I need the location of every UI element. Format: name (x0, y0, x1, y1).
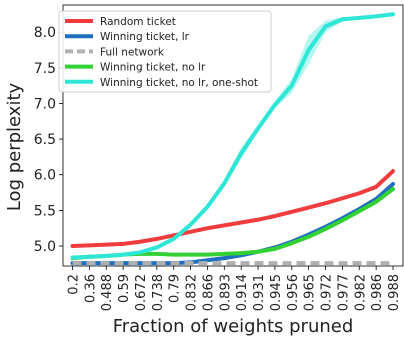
x-tick-label: 0.866 (201, 274, 216, 311)
x-tick-label: 0.965 (303, 274, 318, 311)
legend-label: Full network (100, 46, 165, 58)
y-tick-label: 8.0 (34, 25, 56, 41)
x-tick-label: 0.914 (235, 274, 250, 311)
x-axis-label: Fraction of weights pruned (113, 316, 354, 337)
x-tick-label: 0.36 (83, 274, 98, 303)
x-tick-label: 0.931 (252, 274, 267, 311)
x-tick-label: 0.977 (336, 274, 351, 311)
y-tick-label: 6.5 (34, 132, 56, 148)
x-tick-label: 0.738 (151, 274, 166, 311)
x-tick-label: 0.672 (134, 274, 149, 311)
y-axis-label: Log perplexity (4, 82, 25, 211)
series-band-random-ticket (72, 168, 393, 247)
x-axis-ticks: 0.2 0.36 0.488 0.59 0.672 0.738 0.79 0.832 0.866… (67, 266, 402, 311)
legend-label: Random ticket (100, 16, 176, 28)
x-tick-label: 0.945 (269, 274, 284, 311)
y-axis-ticks: 5.0 5.5 6.0 6.5 7.0 7.5 8.0 (34, 25, 63, 255)
y-tick-label: 5.0 (34, 239, 56, 255)
series-line-random-ticket (70, 169, 395, 249)
series-lines (70, 12, 395, 266)
x-tick-label: 0.893 (218, 274, 233, 311)
x-tick-label: 0.972 (320, 274, 335, 311)
x-tick-label: 0.59 (117, 274, 132, 303)
x-tick-label: 0.988 (387, 274, 402, 311)
series-line-winning-ticket-no-lr-one-shot (70, 12, 395, 260)
y-tick-label: 7.5 (34, 61, 56, 77)
legend-label: Winning ticket, no lr (100, 62, 206, 74)
x-tick-label: 0.79 (168, 274, 183, 303)
legend: Random ticket Winning ticket, lr Full netw… (58, 10, 272, 93)
legend-label: Winning ticket, lr (100, 31, 190, 43)
x-tick-label: 0.2 (67, 274, 82, 295)
x-tick-label: 0.832 (185, 274, 200, 311)
x-tick-label: 0.488 (100, 274, 115, 311)
y-tick-label: 5.5 (34, 203, 56, 219)
legend-label: Winning ticket, no lr, one-shot (100, 77, 258, 89)
y-tick-label: 6.0 (34, 168, 56, 184)
x-tick-label: 0.986 (370, 274, 385, 311)
plot-frame (62, 4, 404, 267)
legend-box (58, 10, 272, 93)
x-tick-label: 0.956 (286, 274, 301, 311)
y-tick-label: 7.0 (34, 96, 56, 112)
x-tick-label: 0.982 (353, 274, 368, 311)
